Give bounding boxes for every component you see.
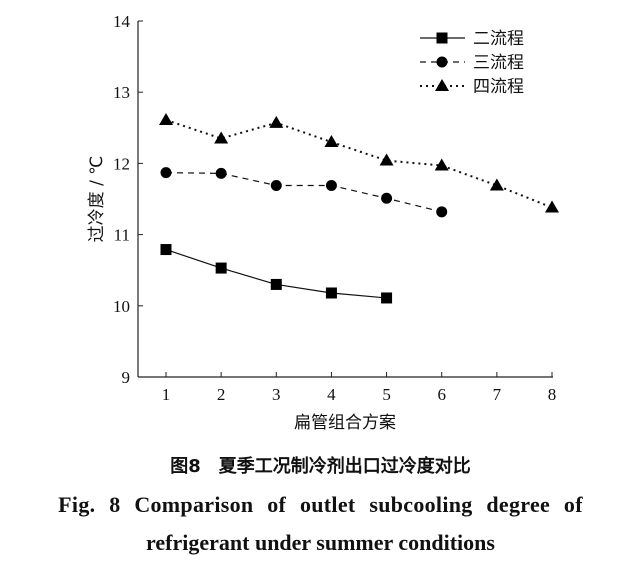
legend-marker-triangle — [435, 79, 449, 91]
x-tick-label: 3 — [272, 385, 281, 404]
y-tick-label: 10 — [113, 297, 130, 316]
legend-label: 二流程 — [473, 29, 524, 49]
x-tick-label: 8 — [548, 385, 557, 404]
figure-caption-en-line1: Fig. 8 Comparison of outlet subcooling d… — [58, 492, 583, 517]
data-point-triangle — [159, 112, 173, 125]
data-point-circle — [325, 179, 337, 191]
y-tick-label: 12 — [113, 154, 130, 173]
series-line-3 — [165, 119, 553, 209]
legend-marker-circle — [436, 56, 448, 68]
y-tick-label: 14 — [113, 12, 131, 31]
data-point-triangle — [434, 158, 449, 171]
x-axis-label: 扁管组合方案 — [294, 413, 396, 433]
data-point-circle — [270, 179, 282, 191]
y-tick-label: 13 — [113, 83, 130, 102]
x-tick-label: 6 — [437, 385, 446, 404]
data-point-square — [160, 244, 172, 256]
x-tick-label: 7 — [493, 385, 502, 404]
series-line-1 — [165, 248, 387, 299]
legend-label: 三流程 — [473, 53, 524, 73]
data-point-triangle — [545, 200, 559, 213]
data-point-triangle — [269, 115, 284, 128]
legend-marker-square — [436, 32, 448, 44]
x-tick-label: 5 — [382, 385, 391, 404]
data-point-triangle — [324, 135, 339, 148]
y-tick-label: 11 — [114, 226, 130, 245]
data-point-circle — [381, 192, 393, 204]
y-axis-label: 过冷度 / ℃ — [87, 156, 107, 243]
y-tick-label: 9 — [122, 368, 131, 387]
data-point-square — [325, 287, 337, 299]
figure-caption-en-line2: refrigerant under summer conditions — [146, 530, 495, 555]
data-point-square — [381, 292, 393, 304]
legend-label: 四流程 — [473, 77, 524, 97]
data-point-square — [270, 278, 282, 290]
data-point-circle — [215, 167, 227, 179]
data-point-circle — [436, 206, 448, 218]
data-point-triangle — [214, 131, 229, 144]
data-point-square — [215, 262, 227, 274]
series-line-2 — [165, 172, 442, 213]
data-point-triangle — [379, 153, 394, 166]
figure-caption-cn: 图8 夏季工况制冷剂出口过冷度对比 — [170, 456, 471, 477]
x-tick-label: 1 — [162, 385, 171, 404]
data-point-triangle — [489, 178, 504, 191]
data-point-circle — [160, 167, 172, 179]
x-tick-label: 2 — [217, 385, 226, 404]
x-tick-label: 4 — [327, 385, 336, 404]
